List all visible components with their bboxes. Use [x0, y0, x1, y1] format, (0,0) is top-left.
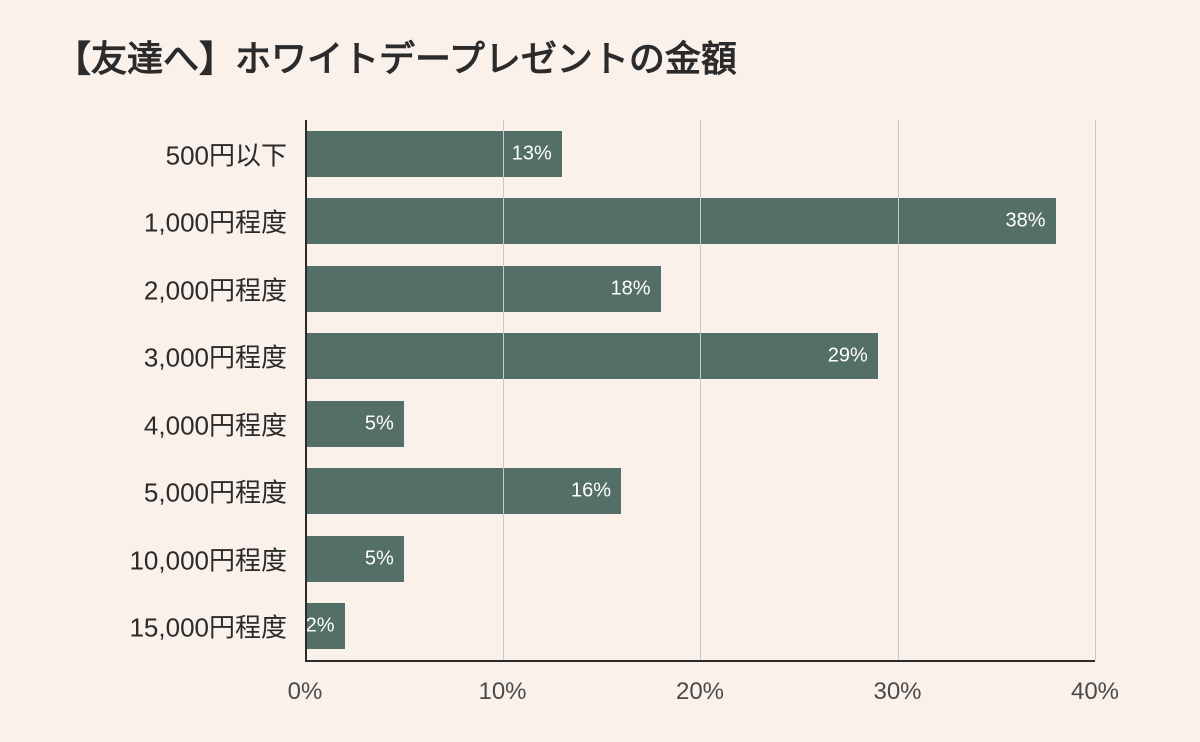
chart-canvas: 【友達へ】ホワイトデープレゼントの金額 13% 38% 18% 29% 5% 16% 5% 2… — [0, 0, 1200, 742]
x-tick-label: 30% — [873, 678, 921, 706]
category-label: 1,000円程度 — [0, 203, 287, 240]
bar-value-label: 29% — [828, 345, 868, 368]
category-label: 500円以下 — [0, 135, 287, 172]
plot-area: 13%38%18%29%5%16%5%2% 0%10%20%30%40% — [305, 120, 1095, 660]
bar-value-label: 5% — [365, 547, 394, 570]
chart-title: 【友達へ】ホワイトデープレゼントの金額 — [55, 30, 737, 82]
bar-value-label: 2% — [306, 615, 335, 638]
category-label: 3,000円程度 — [0, 338, 287, 375]
x-tick-label: 10% — [478, 678, 526, 706]
bar — [305, 333, 878, 379]
bar-value-label: 5% — [365, 412, 394, 435]
category-label: 10,000円程度 — [0, 540, 287, 577]
bar-value-label: 18% — [610, 277, 650, 300]
bar-value-label: 38% — [1005, 210, 1045, 233]
gridline — [503, 120, 504, 660]
gridline — [1095, 120, 1096, 660]
x-tick-label: 20% — [676, 678, 724, 706]
category-label: 4,000円程度 — [0, 405, 287, 442]
x-tick-label: 40% — [1071, 678, 1119, 706]
gridline — [898, 120, 899, 660]
bar-value-label: 16% — [571, 480, 611, 503]
category-label: 2,000円程度 — [0, 270, 287, 307]
category-label: 15,000円程度 — [0, 608, 287, 645]
bar — [305, 198, 1056, 244]
category-label: 5,000円程度 — [0, 473, 287, 510]
gridline — [700, 120, 701, 660]
x-tick-label: 0% — [288, 678, 323, 706]
bar — [305, 266, 661, 312]
y-axis — [305, 120, 307, 660]
bar-value-label: 13% — [512, 142, 552, 165]
x-axis — [305, 660, 1095, 662]
